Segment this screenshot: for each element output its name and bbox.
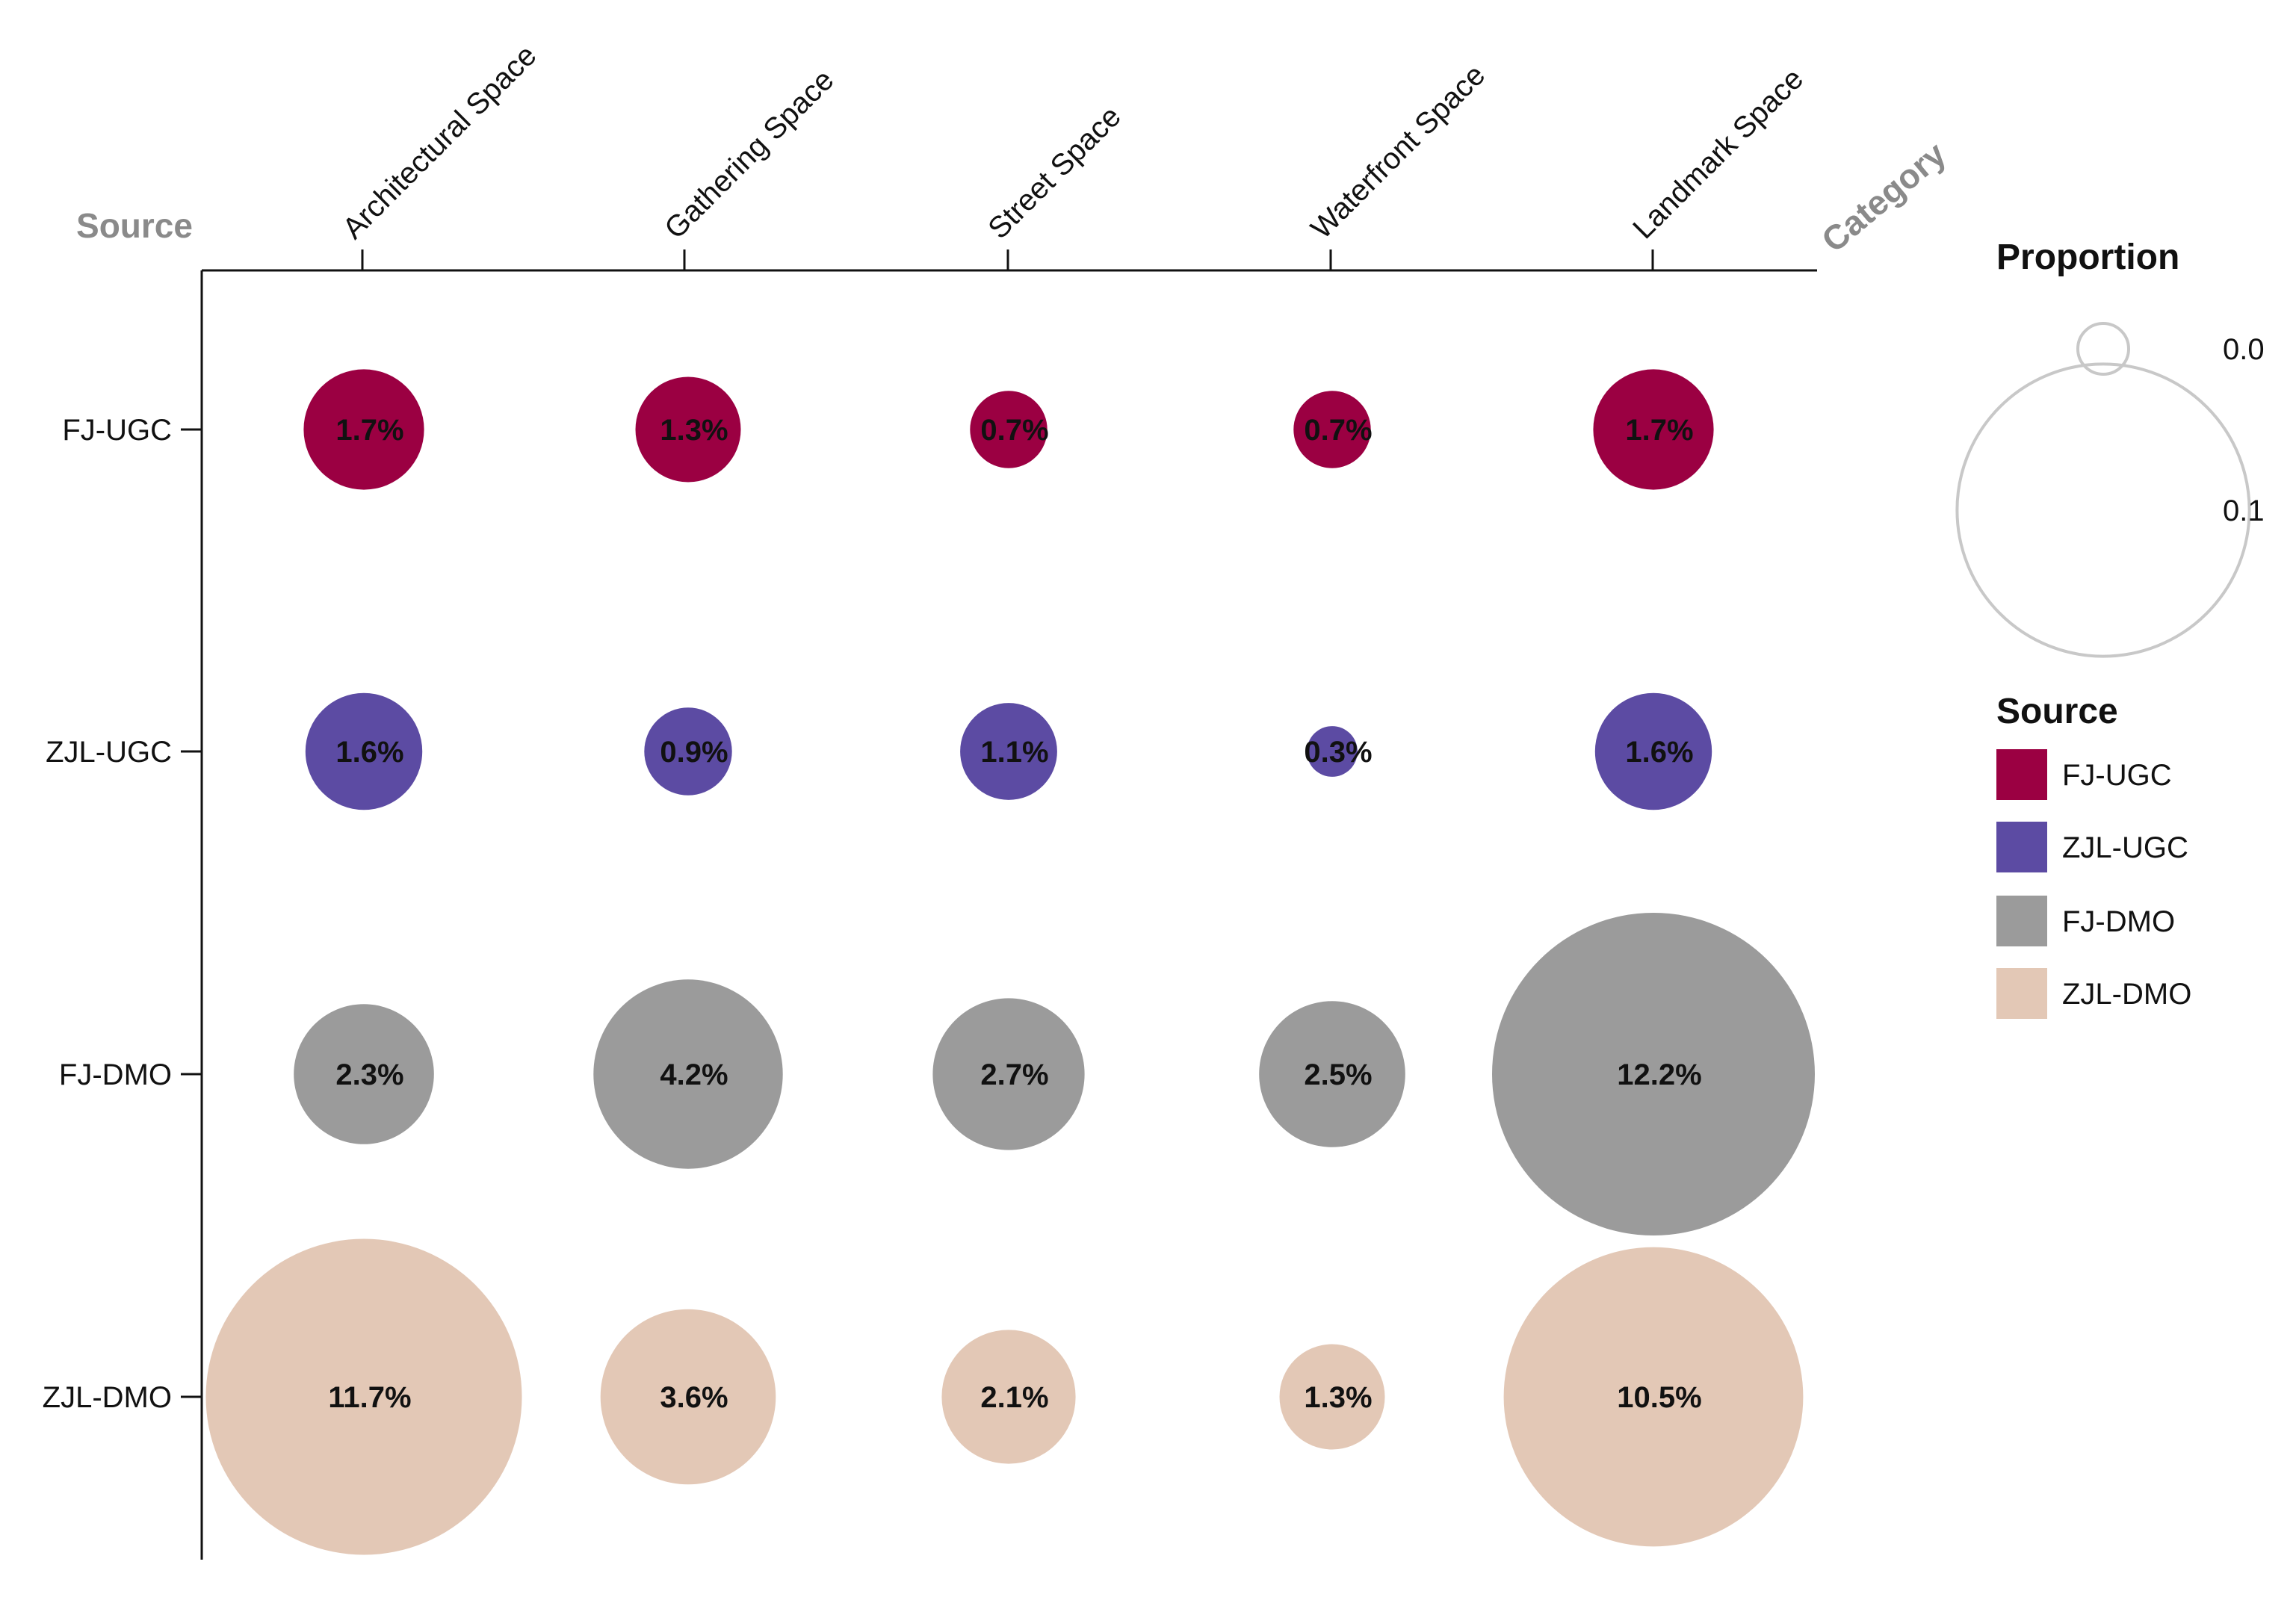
legend-label-fj-ugc: FJ-UGC xyxy=(2062,759,2172,792)
y-axis-title: Source xyxy=(76,206,193,245)
x-tick-label-landmark-space: Landmark Space xyxy=(1627,62,1810,245)
bubble-label-fj-dmo-gathering-space: 4.2% xyxy=(660,1058,728,1091)
color-legend-title: Source xyxy=(1996,692,2118,731)
bubble-zjl-ugc-gathering-space xyxy=(644,707,732,796)
bubble-zjl-ugc-landmark-space xyxy=(1594,692,1712,810)
legend-swatch-zjl-dmo xyxy=(1996,968,2047,1019)
bubble-zjl-dmo-landmark-space xyxy=(1503,1247,1804,1547)
x-tick-label-waterfront-space: Waterfront Space xyxy=(1305,58,1491,245)
bubble-zjl-ugc-waterfront-space xyxy=(1307,726,1358,777)
y-tick-label-zjl-dmo: ZJL-DMO xyxy=(43,1381,172,1414)
bubble-label-zjl-ugc-waterfront-space: 0.3% xyxy=(1304,736,1372,769)
bubble-label-zjl-dmo-waterfront-space: 1.3% xyxy=(1304,1381,1372,1414)
bubble-label-zjl-ugc-gathering-space: 0.9% xyxy=(660,736,728,769)
x-axis-ticks: Architectural Space Gathering Space Street… xyxy=(336,39,1810,270)
bubble-fj-ugc-street-space xyxy=(970,391,1048,468)
bubble-label-fj-dmo-waterfront-space: 2.5% xyxy=(1304,1058,1372,1091)
bubble-fj-dmo-architectural-space xyxy=(294,1004,434,1144)
size-legend-label-1: 0.1 xyxy=(2223,494,2265,527)
legend-label-zjl-ugc: ZJL-UGC xyxy=(2062,831,2188,864)
bubble-zjl-ugc-street-space xyxy=(960,703,1057,800)
bubble-label-fj-ugc-waterfront-space: 0.7% xyxy=(1304,414,1372,447)
bubbles: 1.7% 1.3% 0.7% 0.7% 1.7% 1.6% 0.9% 1.1% 0.3% 1.6%… xyxy=(205,369,1815,1555)
bubble-fj-ugc-gathering-space xyxy=(635,376,741,483)
y-tick-label-fj-ugc: FJ-UGC xyxy=(62,414,172,447)
bubble-label-zjl-ugc-architectural-space: 1.6% xyxy=(335,736,403,769)
bubble-label-fj-dmo-architectural-space: 2.3% xyxy=(335,1058,403,1091)
legend-swatch-fj-dmo xyxy=(1996,896,2047,946)
bubble-label-fj-ugc-gathering-space: 1.3% xyxy=(660,414,728,447)
bubble-label-zjl-dmo-landmark-space: 10.5% xyxy=(1617,1381,1701,1414)
x-tick-label-street-space: Street Space xyxy=(982,100,1127,246)
bubble-fj-ugc-waterfront-space xyxy=(1293,391,1371,468)
size-legend-circle-0 xyxy=(2076,322,2130,376)
bubble-label-zjl-ugc-street-space: 1.1% xyxy=(980,736,1048,769)
bubble-fj-ugc-landmark-space xyxy=(1593,369,1714,490)
size-legend-circle-1 xyxy=(1955,362,2251,658)
bubble-label-fj-ugc-street-space: 0.7% xyxy=(980,414,1048,447)
bubble-label-zjl-ugc-landmark-space: 1.6% xyxy=(1625,736,1693,769)
bubble-fj-dmo-waterfront-space xyxy=(1259,1001,1405,1147)
bubble-fj-dmo-landmark-space xyxy=(1492,913,1815,1235)
bubble-label-fj-dmo-street-space: 2.7% xyxy=(980,1058,1048,1091)
bubble-label-fj-dmo-landmark-space: 12.2% xyxy=(1617,1058,1701,1091)
size-legend: Proportion 0.0 0.1 xyxy=(1955,238,2265,658)
bubble-label-fj-ugc-architectural-space: 1.7% xyxy=(335,414,403,447)
bubble-label-zjl-dmo-architectural-space: 11.7% xyxy=(328,1381,411,1414)
color-legend: Source FJ-UGC ZJL-UGC FJ-DMO ZJL-DMO xyxy=(1996,692,2191,1019)
bubble-label-zjl-dmo-street-space: 2.1% xyxy=(980,1381,1048,1414)
x-tick-label-gathering-space: Gathering Space xyxy=(658,63,840,245)
x-tick-label-architectural-space: Architectural Space xyxy=(336,39,542,245)
legend-label-zjl-dmo: ZJL-DMO xyxy=(2062,978,2191,1011)
bubble-fj-ugc-architectural-space xyxy=(303,369,424,490)
bubble-zjl-dmo-gathering-space xyxy=(600,1309,776,1485)
legend-swatch-fj-ugc xyxy=(1996,749,2047,800)
bubble-label-fj-ugc-landmark-space: 1.7% xyxy=(1625,414,1693,447)
legend-label-fj-dmo: FJ-DMO xyxy=(2062,905,2175,938)
bubble-fj-dmo-gathering-space xyxy=(593,979,783,1169)
bubble-zjl-dmo-architectural-space xyxy=(205,1238,522,1555)
size-legend-title: Proportion xyxy=(1996,238,2179,277)
bubble-zjl-ugc-architectural-space xyxy=(305,692,423,810)
y-axis-ticks: FJ-UGC ZJL-UGC FJ-DMO ZJL-DMO xyxy=(43,414,202,1414)
bubble-fj-dmo-street-space xyxy=(932,998,1085,1150)
legend-swatch-zjl-ugc xyxy=(1996,822,2047,872)
bubble-zjl-dmo-street-space xyxy=(941,1330,1076,1464)
y-tick-label-zjl-ugc: ZJL-UGC xyxy=(46,736,172,769)
y-tick-label-fj-dmo: FJ-DMO xyxy=(59,1058,172,1091)
size-legend-label-0: 0.0 xyxy=(2223,333,2265,366)
bubble-zjl-dmo-waterfront-space xyxy=(1279,1344,1385,1450)
x-axis-title: Category xyxy=(1814,134,1953,259)
bubble-label-zjl-dmo-gathering-space: 3.6% xyxy=(660,1381,728,1414)
